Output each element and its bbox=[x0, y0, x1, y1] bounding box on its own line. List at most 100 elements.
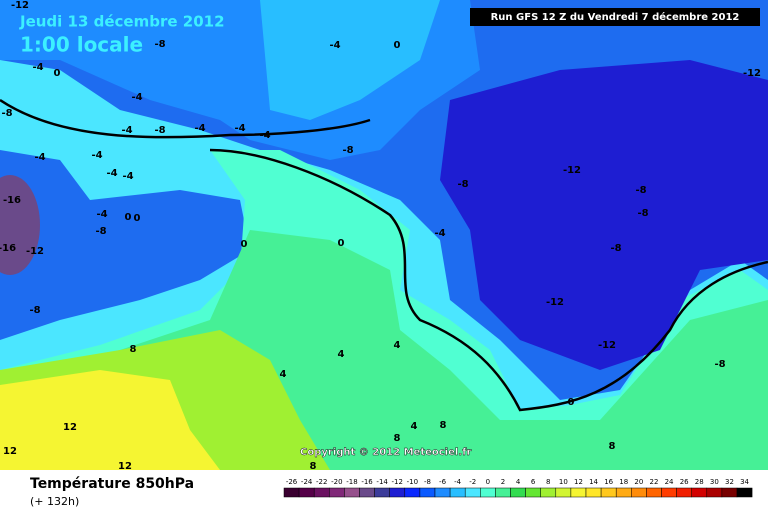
legend-swatch bbox=[631, 487, 647, 498]
legend-swatch bbox=[615, 487, 632, 498]
legend-label: 12 bbox=[574, 478, 583, 486]
contour-label: -8 bbox=[610, 243, 621, 254]
contour-label: -4 bbox=[259, 130, 270, 141]
contour-label: 8 bbox=[440, 420, 447, 431]
contour-label: 4 bbox=[338, 349, 345, 360]
contour-label: 12 bbox=[118, 461, 132, 472]
contour-label: -4 bbox=[329, 40, 340, 51]
contour-label: -12 bbox=[598, 340, 616, 351]
contour-labels: -12 -8 -4 0 -12 -4 0 -8 -4 -4 -8 -4 -4 -4 -8 -4 -4 -4 -4 -8… bbox=[0, 0, 761, 472]
legend-swatch bbox=[600, 487, 617, 498]
legend-label: 32 bbox=[725, 478, 734, 486]
contour-label: -4 bbox=[122, 171, 133, 182]
copyright: Copyright © 2012 Meteociel.fr bbox=[300, 447, 471, 458]
contour-label: -4 bbox=[131, 92, 142, 103]
contour-label: -4 bbox=[234, 123, 245, 134]
legend-swatch bbox=[434, 487, 451, 498]
legend-label: -24 bbox=[301, 478, 313, 486]
contour-label: -4 bbox=[34, 152, 45, 163]
contour-label: -12 bbox=[26, 246, 44, 257]
legend-swatch bbox=[570, 487, 587, 498]
legend-label: 20 bbox=[634, 478, 643, 486]
legend-swatch bbox=[510, 487, 526, 498]
legend-swatch bbox=[389, 487, 406, 498]
color-legend: -26 -24 -22 -20 -18 -16 -14 -12 -10 -8 -6 -4 -2 0 2 4 6 8… bbox=[283, 478, 753, 498]
legend-swatch bbox=[525, 487, 541, 498]
legend-label: 24 bbox=[665, 478, 674, 486]
contour-label: -8 bbox=[1, 108, 12, 119]
legend-label: 0 bbox=[486, 478, 490, 486]
cold-core bbox=[440, 60, 768, 370]
contour-label: 8 bbox=[310, 461, 317, 472]
legend-label: 10 bbox=[559, 478, 568, 486]
contour-label: 4 bbox=[280, 369, 287, 380]
cold-pool bbox=[0, 175, 40, 275]
contour-label: -12 bbox=[743, 68, 761, 79]
contour-label: -8 bbox=[95, 226, 106, 237]
date: Jeudi 13 décembre 2012 bbox=[19, 13, 225, 31]
lead-time: (+ 132h) bbox=[30, 495, 79, 508]
legend-label: -10 bbox=[407, 478, 418, 486]
legend-label: 4 bbox=[516, 478, 521, 486]
legend-swatch bbox=[283, 487, 300, 498]
legend-label: -12 bbox=[392, 478, 403, 486]
contour-label: -8 bbox=[457, 179, 468, 190]
legend-swatch bbox=[419, 487, 436, 498]
contour-label: 4 bbox=[411, 421, 418, 432]
legend-label: -14 bbox=[376, 478, 388, 486]
legend-label: 22 bbox=[649, 478, 658, 486]
legend-swatch bbox=[344, 487, 360, 498]
legend-swatch bbox=[495, 487, 511, 498]
legend-swatch bbox=[646, 487, 662, 498]
legend-label: 14 bbox=[589, 478, 598, 486]
legend-label: 26 bbox=[680, 478, 689, 486]
contour-label: -12 bbox=[546, 297, 564, 308]
contour-label: 4 bbox=[394, 340, 401, 351]
zero-isotherm bbox=[0, 98, 768, 412]
contour-label: -16 bbox=[3, 195, 21, 206]
legend-label: -16 bbox=[361, 478, 373, 486]
legend-label: -18 bbox=[346, 478, 357, 486]
legend-label: 30 bbox=[710, 478, 719, 486]
legend-label: -26 bbox=[286, 478, 298, 486]
legend-swatch bbox=[480, 487, 496, 498]
local-time: 1:00 locale bbox=[20, 33, 143, 57]
contour-label: 0 bbox=[54, 68, 61, 79]
legend-label: -2 bbox=[469, 478, 476, 486]
contour-label: 0 bbox=[568, 397, 575, 408]
legend-swatch bbox=[676, 487, 692, 498]
legend-swatch bbox=[661, 487, 677, 498]
legend-label: 8 bbox=[546, 478, 550, 486]
legend-swatch bbox=[721, 487, 738, 498]
contour-label: -8 bbox=[342, 145, 353, 156]
legend-swatch bbox=[540, 487, 557, 498]
legend-swatch bbox=[691, 487, 708, 498]
legend-swatch bbox=[706, 487, 723, 498]
legend-label: 28 bbox=[695, 478, 704, 486]
contour-label: 0 bbox=[394, 40, 401, 51]
cold-band bbox=[260, 0, 440, 120]
contour-label: -8 bbox=[154, 39, 165, 50]
legend-swatch bbox=[736, 487, 753, 498]
legend-swatch bbox=[359, 487, 375, 498]
contour-label: -8 bbox=[154, 125, 165, 136]
legend-swatch bbox=[313, 487, 330, 498]
contour-label: -4 bbox=[96, 209, 107, 220]
legend-swatch bbox=[555, 487, 572, 498]
contour-label: -8 bbox=[635, 185, 646, 196]
legend-swatch bbox=[464, 487, 481, 498]
legend-swatch bbox=[449, 487, 466, 498]
legend-swatch bbox=[374, 487, 390, 498]
contour-label: 8 bbox=[394, 433, 401, 444]
contour-label: 12 bbox=[3, 446, 17, 457]
contour-label: 8 bbox=[609, 441, 616, 452]
run-box bbox=[470, 8, 760, 26]
contour-label: 0 bbox=[134, 213, 141, 224]
legend-label: 18 bbox=[619, 478, 628, 486]
legend-swatch bbox=[298, 487, 315, 498]
yellow-zone bbox=[0, 370, 220, 470]
contour-label: -4 bbox=[32, 62, 43, 73]
contour-label: 0 bbox=[125, 212, 132, 223]
